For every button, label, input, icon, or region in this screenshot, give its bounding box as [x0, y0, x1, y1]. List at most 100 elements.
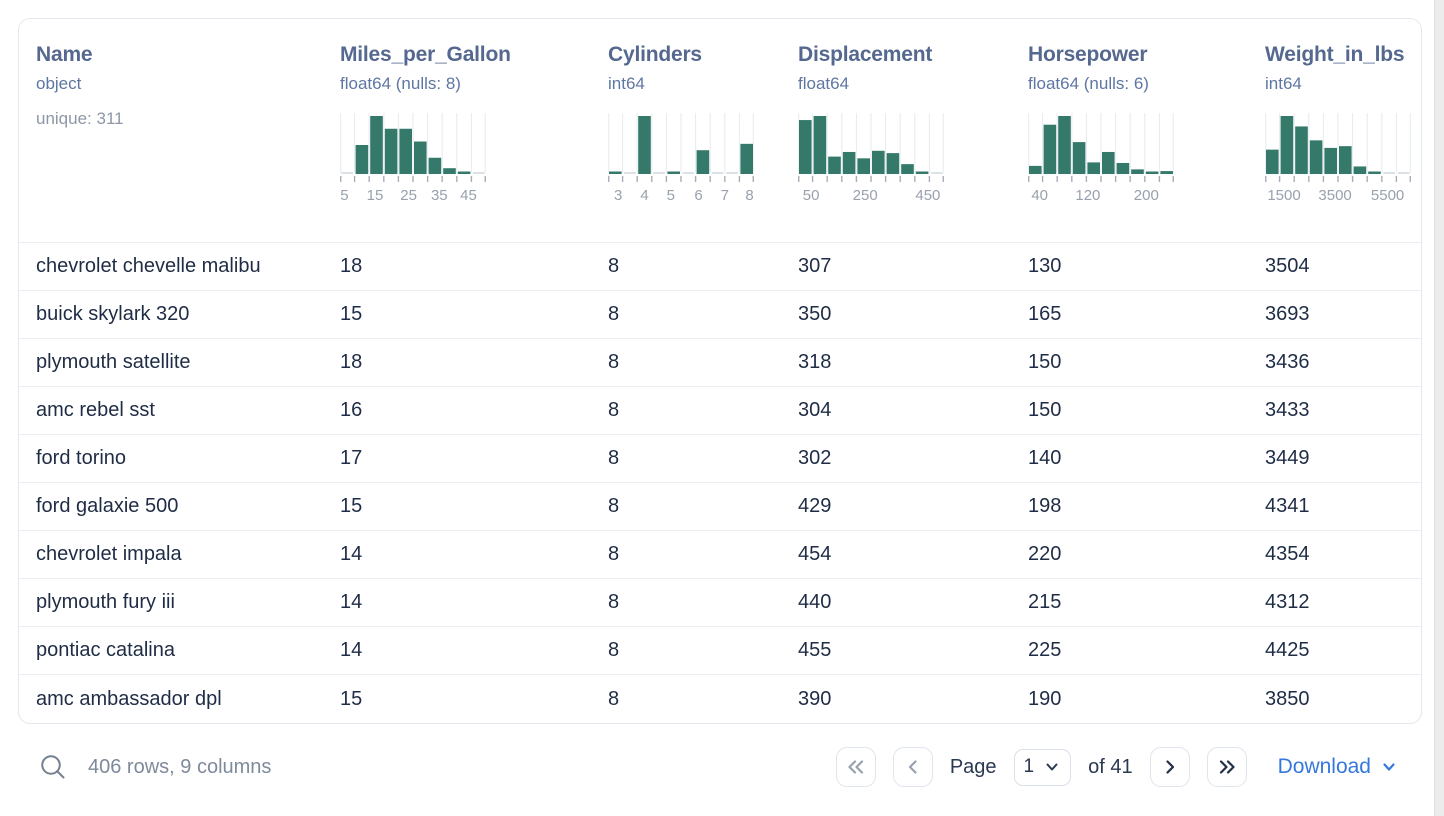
- name-cell: plymouth satellite: [36, 351, 191, 373]
- value-cell: 8: [608, 687, 620, 710]
- value-cell: 130: [1028, 255, 1062, 277]
- table-row: plymouth fury iii 14 8 440 215 4312: [19, 579, 1421, 627]
- value-cell: 18: [340, 255, 363, 277]
- column-header-displacement[interactable]: Displacement float64 50 250 450: [798, 43, 1028, 242]
- value-cell: 3693: [1265, 303, 1310, 325]
- name-cell: plymouth fury iii: [36, 591, 175, 613]
- column-header-miles-per-gallon[interactable]: Miles_per_Gallon float64 (nulls: 8) 5 15 25 3…: [340, 43, 608, 242]
- value-cell: 18: [340, 351, 363, 373]
- column-header-cylinders[interactable]: Cylinders int64 3 4 5 6 7 8: [608, 43, 798, 242]
- column-header-name[interactable]: Name object unique: 311: [36, 43, 340, 242]
- column-dtype: object: [36, 74, 82, 93]
- page-count-label: of 41: [1088, 755, 1133, 778]
- download-label: Download: [1277, 755, 1371, 778]
- name-cell: pontiac catalina: [36, 639, 175, 661]
- page-scrollbar[interactable]: [1434, 0, 1444, 816]
- page-select-value: 1: [1023, 756, 1035, 777]
- value-cell: 3449: [1265, 447, 1310, 469]
- value-cell: 350: [798, 303, 832, 325]
- value-cell: 440: [798, 591, 832, 613]
- footer-bar: 406 rows, 9 columns Page 1 of 41: [18, 744, 1422, 790]
- table-row: ford torino 17 8 302 140 3449: [19, 435, 1421, 483]
- value-cell: 4341: [1265, 495, 1310, 517]
- column-header-weight-in-lbs[interactable]: Weight_in_lbs int64 1500 3500 5500: [1265, 43, 1421, 242]
- svg-text:1500: 1500: [1267, 187, 1300, 202]
- value-cell: 4312: [1265, 591, 1310, 613]
- svg-text:3: 3: [614, 187, 622, 202]
- name-cell: ford torino: [36, 447, 127, 469]
- column-header-horsepower[interactable]: Horsepower float64 (nulls: 6) 40 120 200: [1028, 43, 1265, 242]
- svg-text:40: 40: [1031, 187, 1048, 202]
- value-cell: 165: [1028, 303, 1062, 325]
- column-histogram: 40 120 200: [1028, 113, 1174, 202]
- name-cell: chevrolet impala: [36, 543, 182, 565]
- value-cell: 15: [340, 687, 363, 710]
- table-row: amc ambassador dpl 15 8 390 190 3850: [19, 675, 1421, 723]
- svg-text:50: 50: [803, 187, 820, 202]
- name-cell: amc ambassador dpl: [36, 687, 222, 710]
- column-name: Name: [36, 43, 93, 66]
- value-cell: 302: [798, 447, 832, 469]
- svg-text:45: 45: [460, 187, 477, 202]
- value-cell: 8: [608, 591, 620, 613]
- svg-text:5: 5: [667, 187, 675, 202]
- value-cell: 4354: [1265, 543, 1310, 565]
- column-unique-count: unique: 311: [36, 109, 124, 128]
- value-cell: 454: [798, 543, 832, 565]
- name-cell: chevrolet chevelle malibu: [36, 255, 261, 277]
- value-cell: 140: [1028, 447, 1062, 469]
- value-cell: 8: [608, 303, 620, 325]
- page-select[interactable]: 1: [1013, 748, 1072, 786]
- value-cell: 220: [1028, 543, 1062, 565]
- value-cell: 17: [340, 447, 363, 469]
- value-cell: 14: [340, 591, 363, 613]
- value-cell: 8: [608, 543, 620, 565]
- value-cell: 3850: [1265, 687, 1310, 710]
- first-page-button[interactable]: [835, 747, 876, 787]
- table-row: pontiac catalina 14 8 455 225 4425: [19, 627, 1421, 675]
- value-cell: 8: [608, 399, 620, 421]
- chevron-down-icon: [1046, 763, 1058, 771]
- download-button[interactable]: Download: [1278, 755, 1398, 779]
- value-cell: 390: [798, 687, 832, 710]
- double-chevron-right-icon: [1219, 760, 1235, 774]
- column-name: Weight_in_lbs: [1265, 43, 1405, 66]
- value-cell: 8: [608, 351, 620, 373]
- column-dtype: int64: [1265, 74, 1302, 93]
- column-dtype: int64: [608, 74, 645, 93]
- name-cell: buick skylark 320: [36, 303, 190, 325]
- column-name: Displacement: [798, 43, 933, 66]
- last-page-button[interactable]: [1206, 747, 1247, 787]
- value-cell: 15: [340, 303, 363, 325]
- svg-text:450: 450: [915, 187, 940, 202]
- value-cell: 429: [798, 495, 832, 517]
- value-cell: 8: [608, 639, 620, 661]
- name-cell: ford galaxie 500: [36, 495, 179, 517]
- svg-text:4: 4: [640, 187, 648, 202]
- chevron-down-icon: [1383, 763, 1395, 771]
- next-page-button[interactable]: [1149, 747, 1190, 787]
- value-cell: 4425: [1265, 639, 1310, 661]
- value-cell: 8: [608, 447, 620, 469]
- table-row: amc rebel sst 16 8 304 150 3433: [19, 387, 1421, 435]
- prev-page-button[interactable]: [892, 747, 933, 787]
- table-summary: 406 rows, 9 columns: [88, 755, 272, 778]
- svg-text:25: 25: [400, 187, 417, 202]
- footer-left: 406 rows, 9 columns: [18, 752, 271, 782]
- svg-text:250: 250: [853, 187, 878, 202]
- svg-text:3500: 3500: [1318, 187, 1351, 202]
- column-name: Cylinders: [608, 43, 702, 66]
- svg-text:6: 6: [694, 187, 702, 202]
- table-row: plymouth satellite 18 8 318 150 3436: [19, 339, 1421, 387]
- value-cell: 14: [340, 639, 363, 661]
- column-histogram: 50 250 450: [798, 113, 944, 202]
- search-icon[interactable]: [38, 752, 68, 782]
- value-cell: 304: [798, 399, 832, 421]
- table-row: chevrolet chevelle malibu 18 8 307 130 3504: [19, 243, 1421, 291]
- pagination-controls: Page 1 of 41 Download: [835, 747, 1422, 787]
- value-cell: 3436: [1265, 351, 1310, 373]
- value-cell: 150: [1028, 399, 1062, 421]
- value-cell: 307: [798, 255, 832, 277]
- value-cell: 8: [608, 255, 620, 277]
- svg-text:5500: 5500: [1371, 187, 1404, 202]
